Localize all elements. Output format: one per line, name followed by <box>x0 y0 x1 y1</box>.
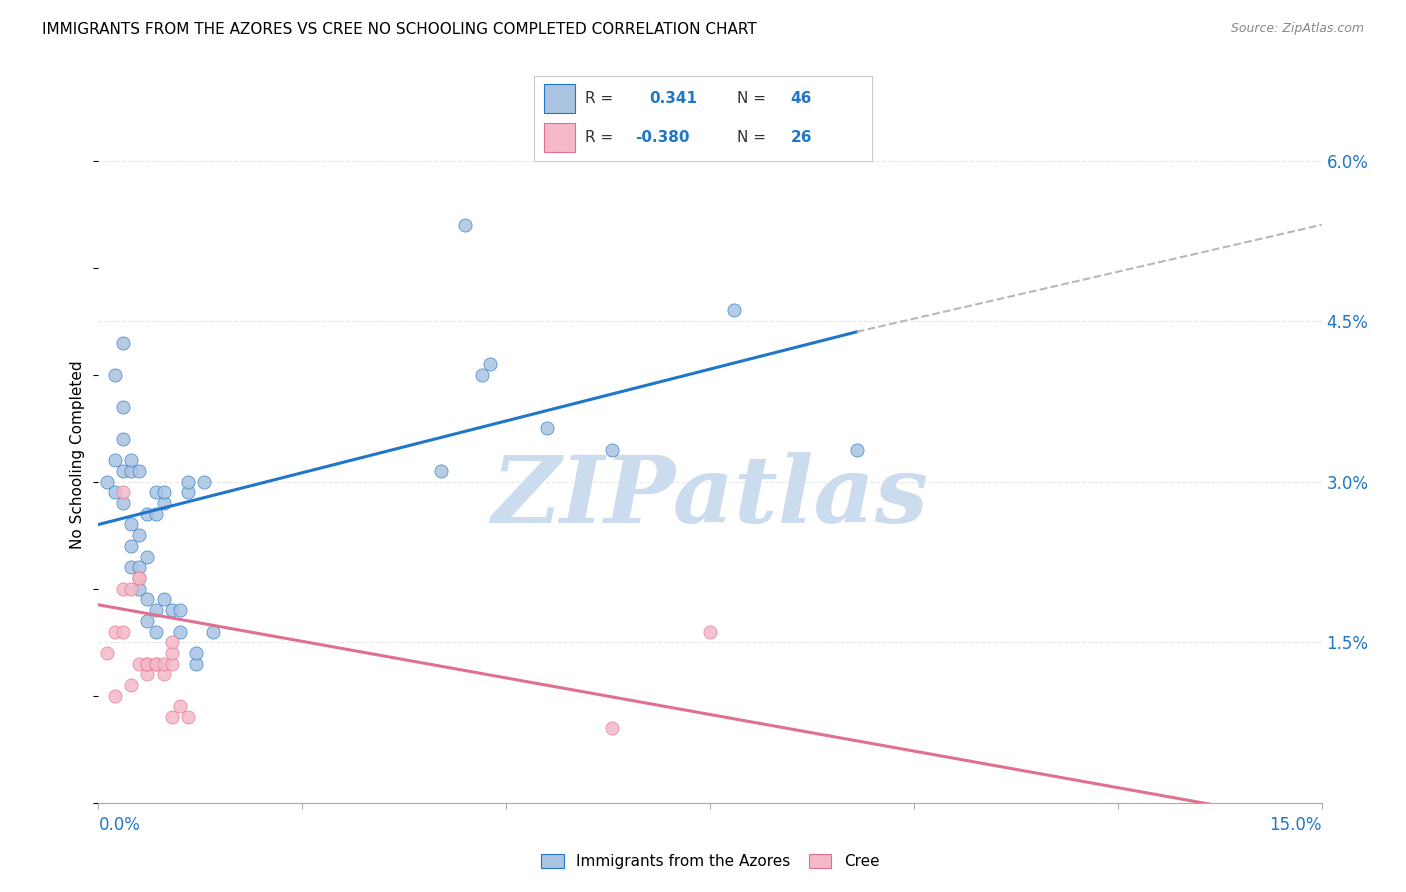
Point <box>845 442 868 457</box>
Point <box>104 485 127 500</box>
Point <box>160 635 183 649</box>
Text: R =: R = <box>585 130 613 145</box>
Point <box>169 699 191 714</box>
Point <box>104 453 127 467</box>
Point <box>120 560 142 574</box>
Point <box>111 432 134 446</box>
Point <box>430 464 453 478</box>
Point <box>193 475 215 489</box>
Point <box>136 592 159 607</box>
Point <box>177 475 200 489</box>
Point <box>152 667 174 681</box>
Point <box>177 485 200 500</box>
Text: Source: ZipAtlas.com: Source: ZipAtlas.com <box>1230 22 1364 36</box>
Point <box>471 368 494 382</box>
Point <box>111 400 134 414</box>
Point <box>152 496 174 510</box>
Point <box>145 657 167 671</box>
Text: 46: 46 <box>790 91 813 106</box>
Text: 0.0%: 0.0% <box>98 816 141 834</box>
Point <box>600 721 623 735</box>
Point <box>169 624 191 639</box>
Bar <box>544 123 575 152</box>
Text: ZIPatlas: ZIPatlas <box>492 451 928 541</box>
Point <box>201 624 224 639</box>
Point <box>536 421 558 435</box>
Point <box>478 357 501 371</box>
Point <box>136 667 159 681</box>
Point <box>111 496 134 510</box>
Point <box>111 624 134 639</box>
Text: 15.0%: 15.0% <box>1270 816 1322 834</box>
Bar <box>544 85 575 113</box>
Point <box>111 335 134 350</box>
Point <box>145 507 167 521</box>
Text: 26: 26 <box>790 130 813 145</box>
Point <box>104 368 127 382</box>
Point <box>723 303 745 318</box>
Point <box>136 657 159 671</box>
Point <box>128 571 150 585</box>
Point <box>169 603 191 617</box>
Point <box>128 582 150 596</box>
Point <box>96 646 118 660</box>
Point <box>160 646 183 660</box>
Point <box>120 517 142 532</box>
Point <box>177 710 200 724</box>
Point <box>145 624 167 639</box>
Point <box>160 710 183 724</box>
Point <box>128 560 150 574</box>
Point <box>120 678 142 692</box>
Point <box>104 624 127 639</box>
Point <box>136 507 159 521</box>
Point <box>136 614 159 628</box>
Point <box>111 485 134 500</box>
Point <box>160 603 183 617</box>
Point <box>128 528 150 542</box>
Point <box>111 464 134 478</box>
Point <box>104 689 127 703</box>
Text: R =: R = <box>585 91 613 106</box>
Text: IMMIGRANTS FROM THE AZORES VS CREE NO SCHOOLING COMPLETED CORRELATION CHART: IMMIGRANTS FROM THE AZORES VS CREE NO SC… <box>42 22 756 37</box>
Point <box>128 464 150 478</box>
Point <box>136 657 159 671</box>
Point <box>120 539 142 553</box>
Point <box>699 624 721 639</box>
Point <box>152 485 174 500</box>
Point <box>136 549 159 564</box>
Point <box>120 464 142 478</box>
Point <box>128 571 150 585</box>
Point <box>186 657 208 671</box>
Text: -0.380: -0.380 <box>636 130 690 145</box>
Point <box>145 603 167 617</box>
Point <box>120 582 142 596</box>
Point <box>186 646 208 660</box>
Point <box>152 592 174 607</box>
Text: N =: N = <box>737 91 766 106</box>
Point <box>152 657 174 671</box>
Text: 0.341: 0.341 <box>650 91 697 106</box>
Point <box>111 582 134 596</box>
Point <box>96 475 118 489</box>
Point <box>145 657 167 671</box>
Point <box>454 218 477 232</box>
Text: N =: N = <box>737 130 766 145</box>
Legend: Immigrants from the Azores, Cree: Immigrants from the Azores, Cree <box>534 848 886 875</box>
Point <box>128 657 150 671</box>
Point <box>160 657 183 671</box>
Point <box>120 453 142 467</box>
Y-axis label: No Schooling Completed: No Schooling Completed <box>70 360 86 549</box>
Point <box>145 485 167 500</box>
Point <box>600 442 623 457</box>
